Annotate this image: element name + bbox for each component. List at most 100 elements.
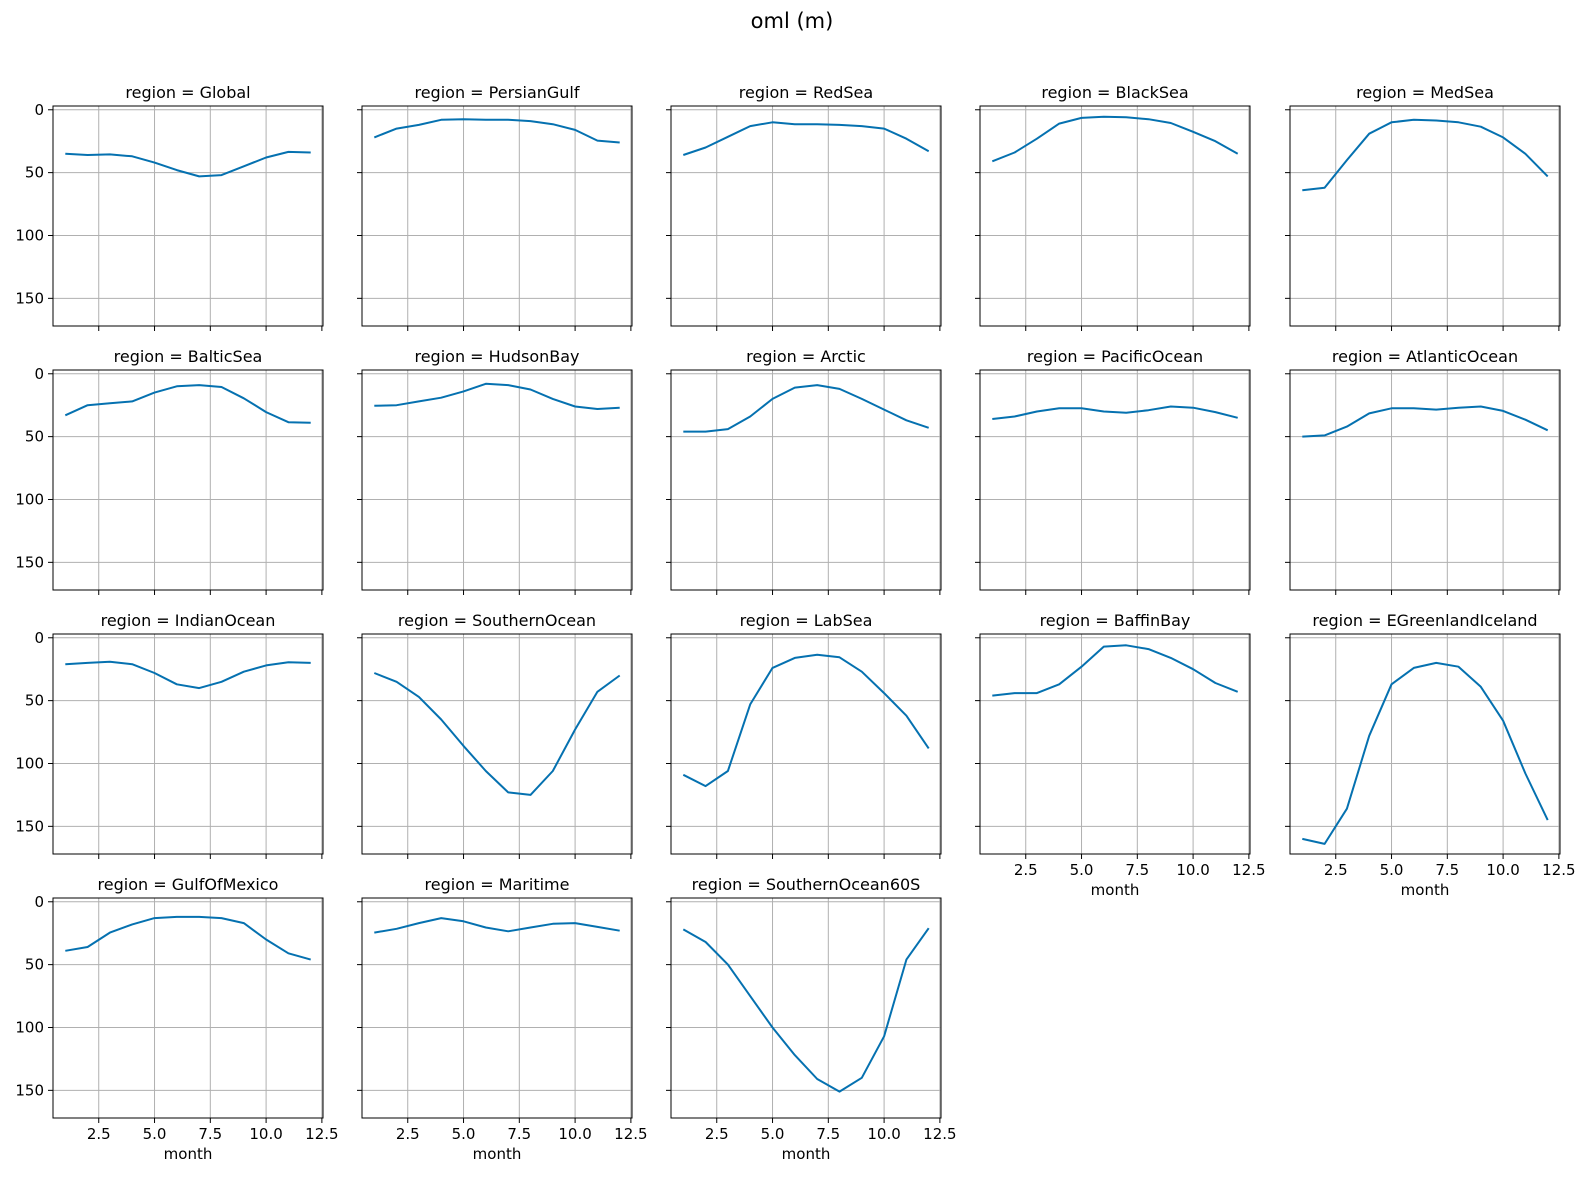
axes-frame bbox=[1289, 369, 1561, 591]
axes-frame bbox=[361, 105, 633, 327]
axes-frame bbox=[52, 105, 324, 327]
series-line-MedSea bbox=[1302, 118, 1549, 192]
panel-PacificOcean: region = PacificOcean bbox=[975, 347, 1251, 595]
panel-title: region = SouthernOcean bbox=[398, 611, 596, 630]
panel-title: region = BlackSea bbox=[1041, 83, 1188, 102]
x-axis-label: month bbox=[473, 1145, 522, 1163]
panel-LabSea: region = LabSea bbox=[666, 611, 942, 859]
panel-title: region = HudsonBay bbox=[414, 347, 579, 366]
y-tick-label: 50 bbox=[25, 692, 44, 710]
x-axis-label: month bbox=[164, 1145, 213, 1163]
x-tick-label: 2.5 bbox=[705, 1125, 729, 1143]
y-tick-label: 100 bbox=[15, 1018, 44, 1036]
panel-PersianGulf: region = PersianGulf bbox=[357, 83, 633, 331]
panel-title: region = RedSea bbox=[739, 83, 873, 102]
axes-frame bbox=[361, 369, 633, 591]
y-tick-label: 100 bbox=[15, 490, 44, 508]
y-tick-label: 50 bbox=[25, 164, 44, 182]
panel-GulfOfMexico: region = GulfOfMexico 2.5 5.0 7.5 10.0 12.5 mo… bbox=[15, 875, 338, 1163]
x-tick-label: 12.5 bbox=[614, 1125, 647, 1143]
x-axis-label: month bbox=[782, 1145, 831, 1163]
x-tick-label: 12.5 bbox=[305, 1125, 338, 1143]
x-tick-label: 5.0 bbox=[452, 1125, 476, 1143]
series-line-EGreenlandIceland bbox=[1302, 661, 1549, 845]
axes-frame bbox=[1289, 105, 1561, 327]
panel-BaffinBay: region = BaffinBay 2.5 5.0 7.5 10.0 12.5 month bbox=[975, 611, 1266, 899]
axes-frame bbox=[670, 897, 942, 1119]
x-tick-label: 2.5 bbox=[1324, 861, 1348, 879]
x-tick-label: 5.0 bbox=[1380, 861, 1404, 879]
series-line-BalticSea bbox=[64, 384, 311, 424]
panel-title: region = BalticSea bbox=[114, 347, 263, 366]
panel-Global: region = Global 0 50 100 150 bbox=[15, 83, 324, 331]
x-tick-label: 5.0 bbox=[1070, 861, 1094, 879]
series-line-IndianOcean bbox=[65, 660, 311, 690]
series-line-GulfOfMexico bbox=[65, 915, 311, 961]
x-tick-label: 10.0 bbox=[249, 1125, 282, 1143]
y-tick-label: 0 bbox=[34, 629, 44, 647]
y-tick-label: 150 bbox=[15, 289, 44, 307]
x-tick-label: 7.5 bbox=[816, 1125, 840, 1143]
panel-title: region = SouthernOcean60S bbox=[692, 875, 921, 894]
panel-MedSea: region = MedSea bbox=[1285, 83, 1561, 331]
x-tick-label: 10.0 bbox=[867, 1125, 900, 1143]
x-tick-label: 7.5 bbox=[198, 1125, 222, 1143]
panel-SouthernOcean: region = SouthernOcean bbox=[357, 611, 633, 859]
panel-title: region = PacificOcean bbox=[1027, 347, 1203, 366]
panel-RedSea: region = RedSea bbox=[666, 83, 942, 331]
figure-title: oml (m) bbox=[751, 9, 834, 33]
panel-AtlanticOcean: region = AtlanticOcean bbox=[1285, 347, 1561, 595]
axes-frame bbox=[979, 105, 1251, 327]
series-line-PersianGulf bbox=[373, 118, 620, 144]
series-line-SouthernOcean bbox=[373, 672, 621, 796]
panel-SouthernOcean60S: region = SouthernOcean60S 2.5 5.0 7.5 10.0 12… bbox=[666, 875, 957, 1163]
x-tick-label: 2.5 bbox=[87, 1125, 111, 1143]
series-line-RedSea bbox=[682, 121, 930, 156]
y-tick-label: 150 bbox=[15, 817, 44, 835]
x-tick-label: 2.5 bbox=[396, 1125, 420, 1143]
axes-frame bbox=[1289, 633, 1561, 855]
panel-title: region = Global bbox=[125, 83, 250, 102]
x-axis-label: month bbox=[1401, 881, 1450, 899]
panel-Arctic: region = Arctic bbox=[666, 347, 942, 595]
panel-IndianOcean: region = IndianOcean 0 50 100 150 bbox=[15, 611, 324, 859]
panel-EGreenlandIceland: region = EGreenlandIceland 2.5 5.0 7.5 10.0 1… bbox=[1285, 611, 1576, 899]
panel-title: region = AtlanticOcean bbox=[1332, 347, 1518, 366]
y-tick-label: 100 bbox=[15, 226, 44, 244]
panel-title: region = LabSea bbox=[740, 611, 873, 630]
axes-frame bbox=[52, 633, 324, 855]
panel-title: region = Maritime bbox=[425, 875, 570, 894]
x-tick-label: 10.0 bbox=[1176, 861, 1209, 879]
panel-BlackSea: region = BlackSea bbox=[975, 83, 1251, 331]
axes-frame bbox=[361, 633, 633, 855]
series-line-LabSea bbox=[682, 653, 930, 788]
y-tick-label: 0 bbox=[34, 365, 44, 383]
x-tick-label: 12.5 bbox=[923, 1125, 956, 1143]
series-line-SouthernOcean60S bbox=[682, 927, 930, 1093]
series-line-Maritime bbox=[374, 917, 620, 934]
series-line-Global bbox=[65, 150, 311, 178]
axes-frame bbox=[670, 369, 942, 591]
x-tick-label: 5.0 bbox=[143, 1125, 167, 1143]
panel-title: region = IndianOcean bbox=[101, 611, 276, 630]
y-tick-label: 100 bbox=[15, 754, 44, 772]
panel-BalticSea: region = BalticSea 0 50 100 150 bbox=[15, 347, 324, 595]
series-line-AtlanticOcean bbox=[1302, 405, 1549, 438]
series-line-Arctic bbox=[683, 384, 930, 433]
x-tick-label: 2.5 bbox=[1014, 861, 1038, 879]
x-tick-label: 5.0 bbox=[761, 1125, 785, 1143]
axes-frame bbox=[52, 897, 324, 1119]
panel-title: region = BaffinBay bbox=[1040, 611, 1191, 630]
series-line-PacificOcean bbox=[992, 405, 1238, 420]
x-tick-label: 7.5 bbox=[1125, 861, 1149, 879]
y-tick-label: 50 bbox=[25, 956, 44, 974]
series-line-HudsonBay bbox=[374, 382, 620, 410]
y-tick-label: 0 bbox=[34, 101, 44, 119]
x-tick-label: 7.5 bbox=[507, 1125, 531, 1143]
panel-title: region = GulfOfMexico bbox=[98, 875, 279, 894]
y-tick-label: 0 bbox=[34, 893, 44, 911]
x-tick-label: 10.0 bbox=[558, 1125, 591, 1143]
axes-frame bbox=[670, 633, 942, 855]
panel-title: region = MedSea bbox=[1356, 83, 1494, 102]
